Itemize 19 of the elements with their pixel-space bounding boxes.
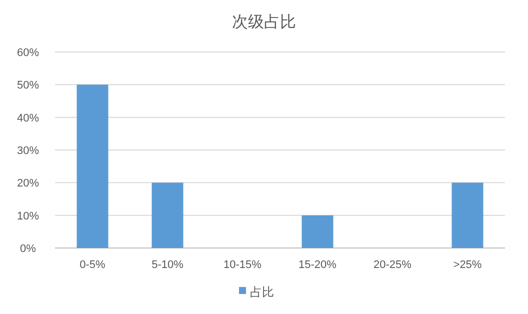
- x-tick-label: 15-20%: [298, 259, 337, 271]
- y-tick-label: 0%: [20, 243, 36, 255]
- bar: [152, 182, 184, 248]
- x-tick-label: >25%: [453, 259, 482, 271]
- x-tick-label: 0-5%: [80, 259, 106, 271]
- legend-label: 占比: [250, 285, 274, 299]
- y-tick-label: 40%: [16, 112, 40, 124]
- y-tick-label: 20%: [16, 178, 40, 190]
- chart-title: 次级占比: [232, 13, 296, 31]
- x-tick-label: 5-10%: [152, 259, 184, 271]
- bar: [76, 84, 108, 248]
- bar: [302, 215, 334, 248]
- y-tick-label: 10%: [16, 210, 40, 222]
- bar: [452, 182, 484, 248]
- x-tick-label: 20-25%: [374, 259, 412, 271]
- y-tick-label: 60%: [16, 47, 40, 59]
- x-tick-label: 10-15%: [224, 259, 262, 271]
- y-tick-label: 30%: [16, 145, 40, 157]
- y-tick-label: 50%: [16, 80, 40, 92]
